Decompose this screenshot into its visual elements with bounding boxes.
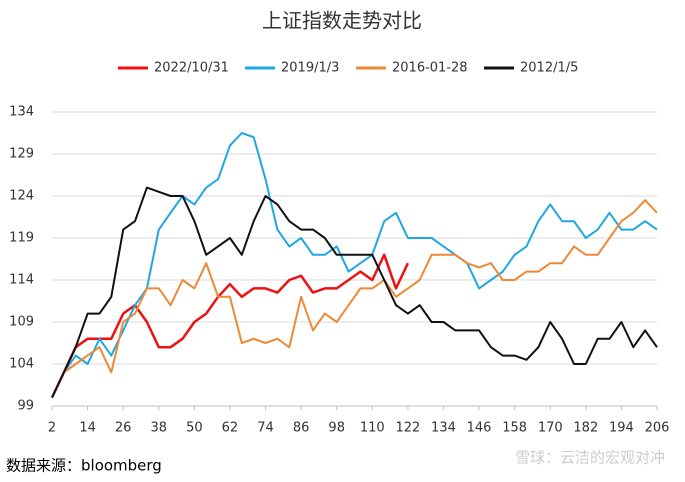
series-line xyxy=(51,186,658,399)
x-tick-label: 62 xyxy=(222,421,239,436)
source: 数据来源：bloomberg xyxy=(6,457,162,475)
x-tick-label: 2 xyxy=(48,421,56,436)
y-tick-label: 129 xyxy=(9,147,34,162)
x-tick-label: 38 xyxy=(150,421,167,436)
x-tick-label: 206 xyxy=(645,421,670,436)
x-tick-label: 158 xyxy=(502,421,527,436)
series-line xyxy=(51,132,658,399)
x-tick-label: 26 xyxy=(115,421,132,436)
x-tick-label: 98 xyxy=(328,421,345,436)
chart-title: 上证指数走势对比 xyxy=(262,9,422,33)
x-tick-label: 170 xyxy=(538,421,563,436)
x-tick-label: 122 xyxy=(395,421,420,436)
x-tick-label: 14 xyxy=(79,421,96,436)
y-tick-label: 109 xyxy=(9,315,34,330)
x-tick-label: 146 xyxy=(467,421,492,436)
x-tick-label: 182 xyxy=(573,421,598,436)
x-tick-label: 86 xyxy=(293,421,310,436)
y-tick-label: 99 xyxy=(17,399,34,414)
y-tick-label: 114 xyxy=(9,273,34,288)
series-line xyxy=(50,253,410,399)
x-tick-label: 110 xyxy=(360,421,385,436)
y-tick-label: 104 xyxy=(9,357,34,372)
x-tick-label: 50 xyxy=(186,421,203,436)
y-tick-label: 124 xyxy=(9,189,34,204)
legend-label: 2019/1/3 xyxy=(281,61,339,76)
legend-label: 2012/1/5 xyxy=(520,61,578,76)
series-line xyxy=(51,199,658,399)
x-tick-label: 74 xyxy=(257,421,274,436)
x-tick-label: 194 xyxy=(609,421,634,436)
x-tick-label: 134 xyxy=(431,421,456,436)
watermark: 雪球：云洁的宏观对冲 xyxy=(515,449,665,467)
y-tick-label: 119 xyxy=(9,231,34,246)
y-tick-label: 134 xyxy=(9,105,34,120)
legend-label: 2016-01-28 xyxy=(392,61,468,76)
legend-label: 2022/10/31 xyxy=(154,61,229,76)
